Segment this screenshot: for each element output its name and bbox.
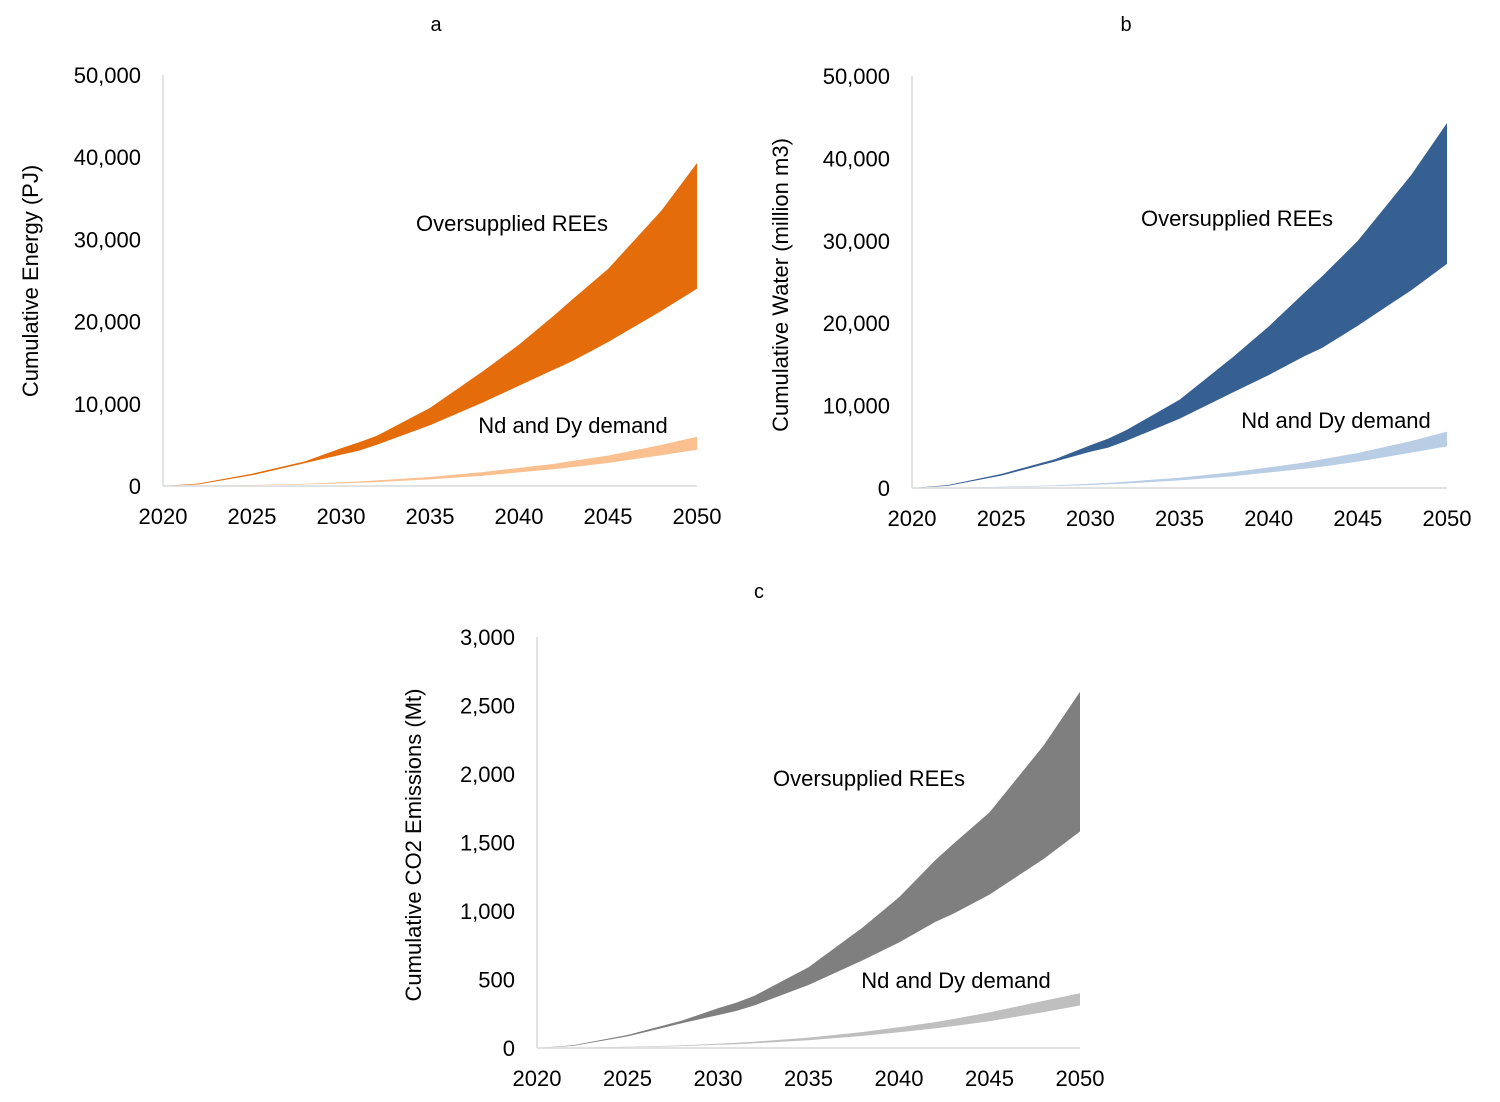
panel-a-y-ticks: 0 10,000 20,000 30,000 40,000 50,000 (74, 63, 141, 499)
panel-b: b Cumulative Water (million m3) 0 10,000 2… (768, 14, 1471, 531)
panel-c-y-ticks: 0 500 1,000 1,500 2,000 2,500 3,000 (460, 625, 515, 1061)
panel-b-annotation-demand: Nd and Dy demand (1241, 408, 1431, 433)
panel-c-y-tick-label: 1,500 (460, 831, 515, 856)
panel-b-demand-band (912, 431, 1447, 488)
panel-a-x-tick-label: 2050 (673, 504, 722, 529)
panel-b-bands (912, 123, 1447, 488)
panel-c-y-tick-label: 3,000 (460, 625, 515, 650)
panel-c-x-tick-label: 2035 (784, 1066, 833, 1091)
panel-c-x-tick-label: 2045 (965, 1066, 1014, 1091)
panel-c-y-tick-label: 2,000 (460, 762, 515, 787)
panel-b-x-tick-label: 2040 (1244, 506, 1293, 531)
panel-c-y-tick-label: 500 (478, 968, 515, 993)
panel-a-x-tick-label: 2030 (317, 504, 366, 529)
panel-a-annotation-demand: Nd and Dy demand (478, 413, 668, 438)
panel-c-y-tick-label: 1,000 (460, 899, 515, 924)
panel-c-demand-band (537, 993, 1080, 1048)
panel-c-x-tick-label: 2050 (1056, 1066, 1105, 1091)
panel-a-y-axis-label: Cumulative Energy (PJ) (18, 165, 43, 397)
panel-c-annotation-oversupplied: Oversupplied REEs (773, 766, 965, 791)
panel-b-oversupplied-band (912, 123, 1447, 488)
panel-a-demand-band (163, 436, 697, 486)
panel-a-y-tick-label: 30,000 (74, 227, 141, 252)
panel-c-oversupplied-band (537, 691, 1080, 1048)
panel-a-oversupplied-band (163, 163, 697, 486)
panel-a-bands (163, 163, 697, 486)
panel-a-x-tick-label: 2025 (228, 504, 277, 529)
panel-c-y-tick-label: 2,500 (460, 694, 515, 719)
panel-c-x-tick-label: 2020 (513, 1066, 562, 1091)
panel-c-bands (537, 691, 1080, 1048)
panel-a-letter: a (430, 14, 442, 36)
panel-a-x-tick-label: 2035 (406, 504, 455, 529)
panel-c-x-tick-label: 2040 (875, 1066, 924, 1091)
panel-b-annotation-oversupplied: Oversupplied REEs (1141, 206, 1333, 231)
panel-a-x-tick-label: 2020 (139, 504, 188, 529)
panel-c-x-tick-label: 2030 (694, 1066, 743, 1091)
panel-b-y-ticks: 0 10,000 20,000 30,000 40,000 50,000 (823, 64, 890, 501)
panel-c-y-axis-label: Cumulative CO2 Emissions (Mt) (401, 689, 426, 1002)
panel-b-y-tick-label: 20,000 (823, 311, 890, 336)
panel-b-x-tick-label: 2050 (1423, 506, 1472, 531)
panel-b-y-tick-label: 30,000 (823, 229, 890, 254)
panel-a-y-tick-label: 50,000 (74, 63, 141, 88)
panel-c-x-tick-label: 2025 (603, 1066, 652, 1091)
panel-a-y-tick-label: 0 (129, 474, 141, 499)
panel-c: c Cumulative CO2 Emissions (Mt) 0 500 1,00… (401, 581, 1104, 1091)
panel-c-annotation-demand: Nd and Dy demand (861, 968, 1051, 993)
panel-a-x-ticks: 2020 2025 2030 2035 2040 2045 2050 (139, 504, 722, 529)
panel-b-y-tick-label: 40,000 (823, 146, 890, 171)
panel-c-y-tick-label: 0 (503, 1036, 515, 1061)
panel-b-letter: b (1120, 14, 1131, 36)
panel-b-x-tick-label: 2045 (1333, 506, 1382, 531)
panel-a-x-tick-label: 2040 (495, 504, 544, 529)
panel-a-x-tick-label: 2045 (584, 504, 633, 529)
panel-a-y-tick-label: 40,000 (74, 145, 141, 170)
panel-b-x-tick-label: 2020 (888, 506, 937, 531)
panel-b-y-tick-label: 0 (878, 476, 890, 501)
panel-b-x-tick-label: 2030 (1066, 506, 1115, 531)
panel-a: a Cumulative Energy (PJ) 0 10,000 20,000 30… (18, 14, 721, 529)
panel-b-y-tick-label: 10,000 (823, 394, 890, 419)
panel-b-x-tick-label: 2035 (1155, 506, 1204, 531)
panel-b-x-ticks: 2020 2025 2030 2035 2040 2045 2050 (888, 506, 1472, 531)
panel-b-y-axis-label: Cumulative Water (million m3) (768, 138, 793, 432)
panel-b-x-tick-label: 2025 (977, 506, 1026, 531)
panel-a-y-tick-label: 20,000 (74, 310, 141, 335)
panel-c-x-ticks: 2020 2025 2030 2035 2040 2045 2050 (513, 1066, 1105, 1091)
panel-a-y-tick-label: 10,000 (74, 392, 141, 417)
panel-b-y-tick-label: 50,000 (823, 64, 890, 89)
panel-c-letter: c (754, 581, 764, 603)
panel-a-annotation-oversupplied: Oversupplied REEs (416, 211, 608, 236)
